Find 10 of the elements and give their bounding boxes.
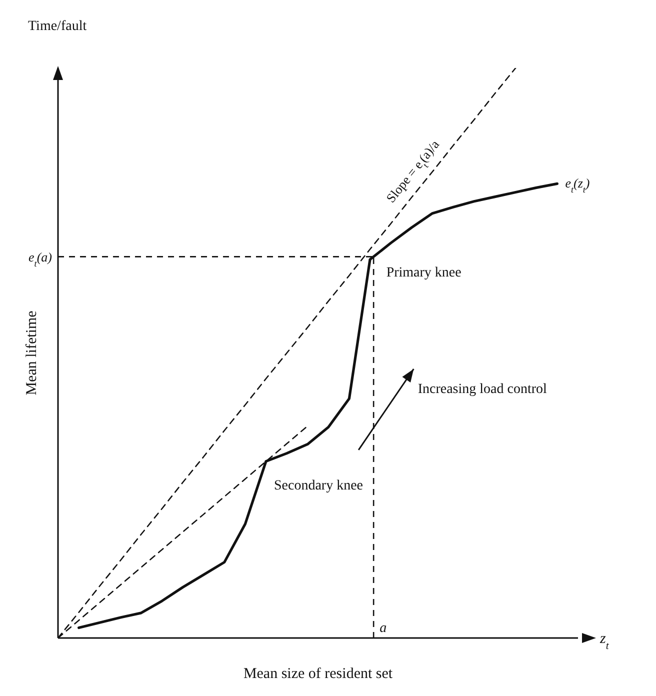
text: Time/fault [28,19,87,34]
text: z$_{t}$ [599,631,610,652]
annotation: Increasing load control [418,382,548,397]
x-axis-title: Mean size of resident set [243,666,394,682]
text: a [380,621,387,636]
annotation: Secondary knee [274,478,364,494]
ref-line-label: e$_{t}$(a) [28,250,52,269]
y-axis-title: Mean lifetime [24,310,40,396]
series-label: e$_{t}$(z$_{t}$) [565,176,590,195]
annotation: Primary knee [386,266,462,281]
